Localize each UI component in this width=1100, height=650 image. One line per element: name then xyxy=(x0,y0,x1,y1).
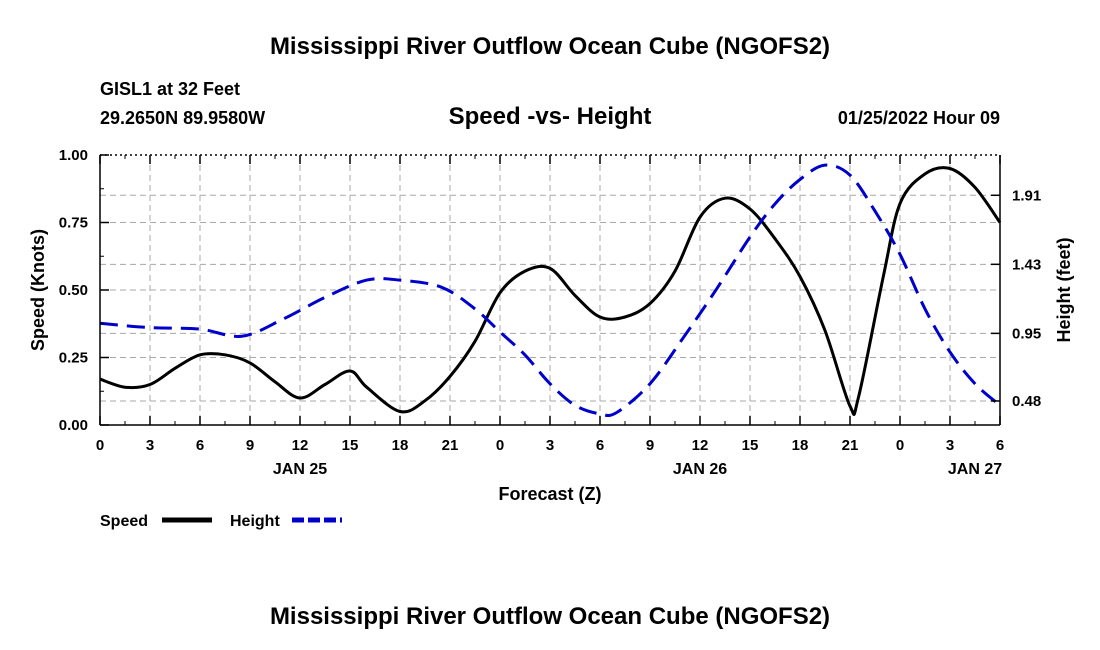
x-tick-label: 0 xyxy=(496,437,504,454)
y2-tick-label: 1.91 xyxy=(1012,187,1041,204)
y-tick-label: 0.25 xyxy=(59,350,88,367)
x-tick-label: 6 xyxy=(596,437,604,454)
forecast-datetime: 01/25/2022 Hour 09 xyxy=(838,108,1000,128)
chart-title: Speed -vs- Height xyxy=(449,103,652,130)
x-tick-label: 3 xyxy=(146,437,154,454)
x-tick-label: 6 xyxy=(996,437,1004,454)
x-tick-label: 15 xyxy=(742,437,759,454)
x-tick-label: 0 xyxy=(96,437,104,454)
x-tick-label: 18 xyxy=(392,437,409,454)
y-axis-label: Speed (Knots) xyxy=(28,229,48,351)
x-tick-label: 18 xyxy=(792,437,809,454)
x-axis-label: Forecast (Z) xyxy=(498,484,601,504)
page-title: Mississippi River Outflow Ocean Cube (NG… xyxy=(270,33,830,60)
legend-height-label: Height xyxy=(230,513,280,530)
x-tick-label: 9 xyxy=(646,437,654,454)
x-tick-label: 21 xyxy=(442,437,459,454)
date-label: JAN 25 xyxy=(273,461,327,478)
y-tick-label: 0.75 xyxy=(59,215,88,232)
speed-series-line xyxy=(99,166,1002,416)
station-label: GISL1 at 32 Feet xyxy=(100,79,240,99)
series-layer xyxy=(99,163,1002,418)
y-tick-label: 0.00 xyxy=(59,417,88,434)
date-label: JAN 27 xyxy=(948,461,1002,478)
tick-labels: 0 3 6 9 12 15 18 21 0 3 6 9 12 15 18 21 0 3 6 0.00 0.25 0.50 0… xyxy=(59,147,1041,478)
legend: Speed Height xyxy=(100,513,342,530)
y-tick-label: 0.50 xyxy=(59,282,88,299)
y2-tick-label: 0.48 xyxy=(1012,393,1041,410)
location-label: 29.2650N 89.9580W xyxy=(100,108,265,128)
x-tick-label: 3 xyxy=(546,437,554,454)
x-tick-label: 6 xyxy=(196,437,204,454)
y-tick-label: 1.00 xyxy=(59,147,88,164)
y2-tick-label: 0.95 xyxy=(1012,325,1041,342)
x-tick-label: 9 xyxy=(246,437,254,454)
x-tick-label: 15 xyxy=(342,437,359,454)
height-series-line xyxy=(99,163,1001,418)
x-tick-label: 12 xyxy=(692,437,709,454)
page-title-repeat: Mississippi River Outflow Ocean Cube (NG… xyxy=(270,603,830,630)
x-tick-label: 21 xyxy=(842,437,859,454)
x-tick-label: 12 xyxy=(292,437,309,454)
axes xyxy=(99,154,1001,426)
y2-tick-label: 1.43 xyxy=(1012,256,1041,273)
y2-axis-label: Height (feet) xyxy=(1054,238,1074,343)
grid xyxy=(100,155,1000,425)
legend-speed-label: Speed xyxy=(100,513,148,530)
x-tick-label: 0 xyxy=(896,437,904,454)
x-tick-label: 3 xyxy=(946,437,954,454)
date-label: JAN 26 xyxy=(673,461,727,478)
